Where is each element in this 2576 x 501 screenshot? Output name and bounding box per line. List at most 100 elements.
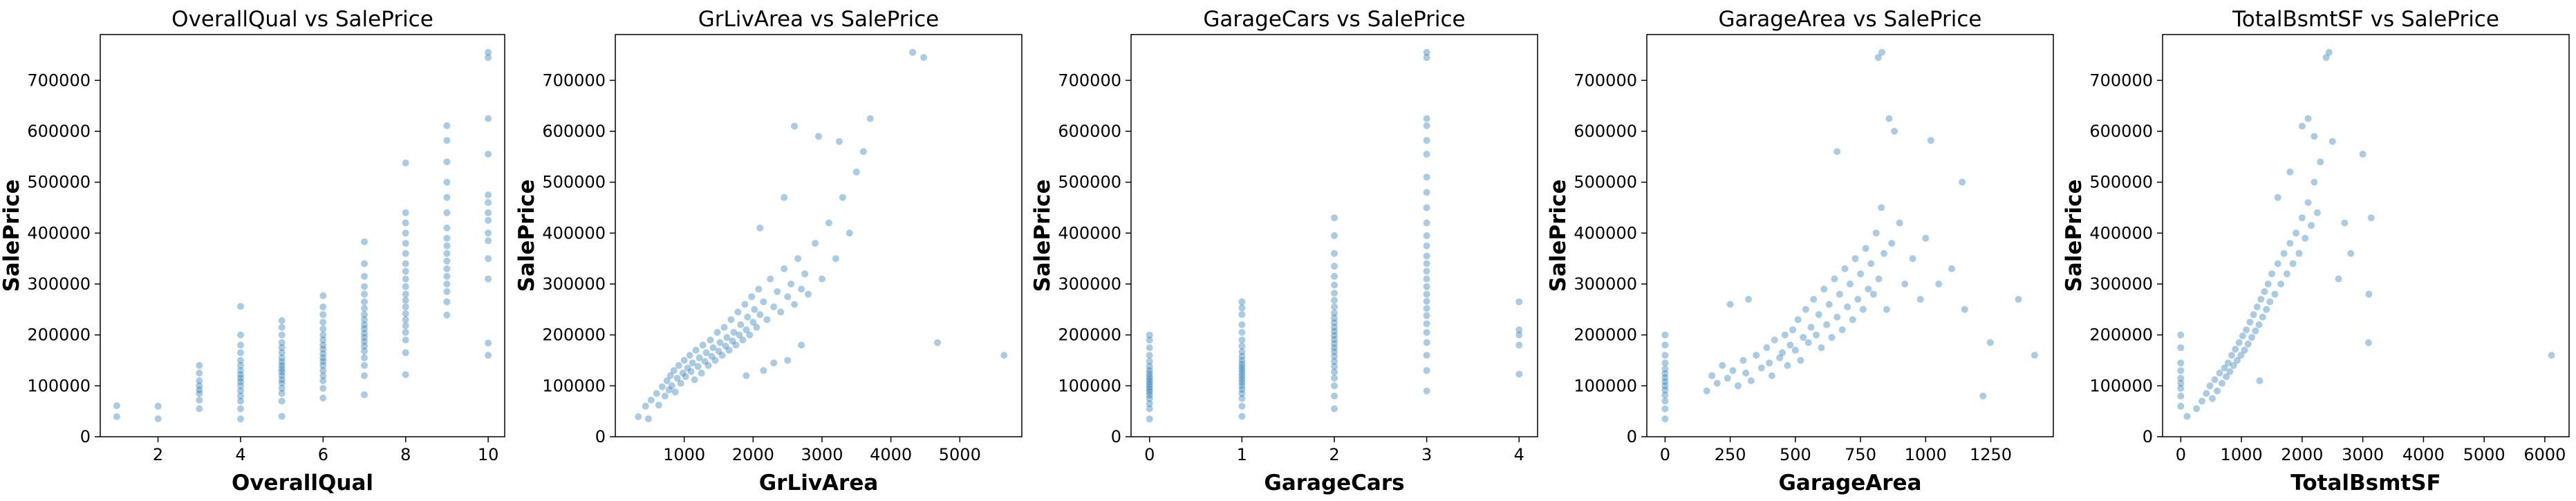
data-point bbox=[1661, 331, 1669, 339]
data-point bbox=[402, 296, 409, 304]
data-point bbox=[2257, 296, 2265, 303]
data-point bbox=[443, 281, 451, 287]
data-point bbox=[1000, 352, 1008, 359]
data-point bbox=[2274, 260, 2281, 267]
data-point bbox=[739, 337, 747, 343]
data-point bbox=[832, 255, 839, 263]
data-point bbox=[1423, 173, 1430, 181]
data-point bbox=[1661, 366, 1669, 372]
data-point bbox=[1813, 331, 1820, 339]
y-tick-label: 200000 bbox=[1574, 325, 1637, 345]
data-point bbox=[741, 301, 749, 308]
data-point bbox=[319, 331, 327, 339]
data-point bbox=[704, 361, 712, 369]
data-point bbox=[1891, 128, 1898, 135]
data-point bbox=[711, 357, 719, 364]
data-point bbox=[1423, 339, 1430, 346]
x-tick-label: 0 bbox=[1660, 445, 1670, 464]
data-point bbox=[708, 352, 716, 360]
data-point bbox=[402, 349, 409, 357]
data-point bbox=[237, 357, 244, 364]
data-point bbox=[2322, 54, 2330, 62]
data-point bbox=[196, 390, 203, 397]
data-point bbox=[361, 290, 368, 298]
data-point bbox=[319, 337, 327, 343]
data-point bbox=[801, 270, 809, 278]
y-tick-label: 600000 bbox=[542, 122, 606, 141]
data-point bbox=[2255, 321, 2263, 328]
data-point bbox=[485, 199, 492, 207]
data-point bbox=[1331, 214, 1338, 222]
y-tick-label: 200000 bbox=[27, 325, 91, 345]
data-point bbox=[1238, 382, 1246, 390]
data-point bbox=[1916, 296, 1924, 303]
x-tick-label: 6000 bbox=[2523, 445, 2566, 464]
data-point bbox=[237, 378, 244, 386]
data-point bbox=[443, 257, 451, 265]
data-point bbox=[1238, 386, 1246, 393]
data-point bbox=[1238, 348, 1246, 355]
data-point bbox=[361, 316, 368, 323]
data-point bbox=[1146, 358, 1153, 365]
data-point bbox=[361, 321, 368, 328]
data-point bbox=[1847, 281, 1854, 287]
data-point bbox=[1831, 275, 1838, 283]
data-point bbox=[1331, 358, 1338, 365]
data-point bbox=[1874, 54, 1882, 62]
data-point bbox=[2289, 260, 2297, 267]
data-point bbox=[1331, 290, 1338, 297]
y-tick-label: 0 bbox=[1111, 427, 1121, 446]
data-point bbox=[2298, 214, 2306, 222]
x-tick-label: 6 bbox=[318, 445, 328, 464]
data-point bbox=[668, 382, 675, 390]
data-point bbox=[1238, 357, 1246, 364]
data-point bbox=[1146, 378, 1153, 386]
data-point bbox=[748, 293, 756, 301]
data-point bbox=[1836, 290, 1843, 298]
data-point bbox=[443, 288, 451, 295]
data-point bbox=[1331, 281, 1338, 289]
data-point bbox=[1331, 352, 1338, 360]
data-point bbox=[2219, 379, 2225, 387]
data-point bbox=[1238, 413, 1246, 420]
data-point bbox=[319, 346, 327, 353]
data-point bbox=[698, 369, 705, 377]
data-point bbox=[237, 349, 244, 357]
data-point bbox=[1763, 344, 1771, 352]
data-point bbox=[1961, 305, 1968, 313]
data-point bbox=[1661, 370, 1669, 377]
data-point bbox=[729, 337, 736, 345]
data-point bbox=[1841, 265, 1849, 272]
data-point bbox=[1661, 382, 1669, 390]
data-point bbox=[1423, 252, 1430, 260]
data-point bbox=[1146, 388, 1153, 396]
data-point bbox=[1331, 296, 1338, 304]
subplot-garagearea: 0 250 500 750 1000 1250 0 100000 200000 300000 400… bbox=[1546, 7, 2054, 495]
data-point bbox=[770, 359, 778, 367]
x-tick-label: 2000 bbox=[2281, 445, 2323, 464]
data-point bbox=[756, 224, 764, 231]
data-point bbox=[2232, 346, 2239, 353]
data-point bbox=[2199, 397, 2205, 405]
y-tick-label: 200000 bbox=[542, 325, 606, 345]
data-point bbox=[934, 339, 941, 346]
data-point bbox=[1661, 397, 1669, 405]
data-point bbox=[1238, 366, 1246, 374]
data-point bbox=[2246, 319, 2254, 326]
data-point bbox=[1331, 328, 1338, 335]
chart-4-x-axis-label: TotalBsmtSF bbox=[2290, 471, 2440, 495]
y-tick-label: 300000 bbox=[2089, 274, 2153, 294]
data-point bbox=[805, 290, 812, 298]
data-point bbox=[1804, 339, 1812, 346]
data-point bbox=[1888, 240, 1896, 247]
data-point bbox=[1423, 122, 1430, 129]
data-point bbox=[278, 323, 286, 331]
chart-2-title: GarageCars vs SalePrice bbox=[1203, 7, 1465, 32]
data-point bbox=[2264, 281, 2272, 287]
data-point bbox=[1757, 364, 1765, 372]
chart-3-x-axis-label: GarageArea bbox=[1778, 471, 1921, 495]
data-point bbox=[1423, 137, 1430, 144]
data-point bbox=[1331, 336, 1338, 343]
data-point bbox=[2237, 352, 2245, 359]
data-point bbox=[730, 329, 738, 336]
